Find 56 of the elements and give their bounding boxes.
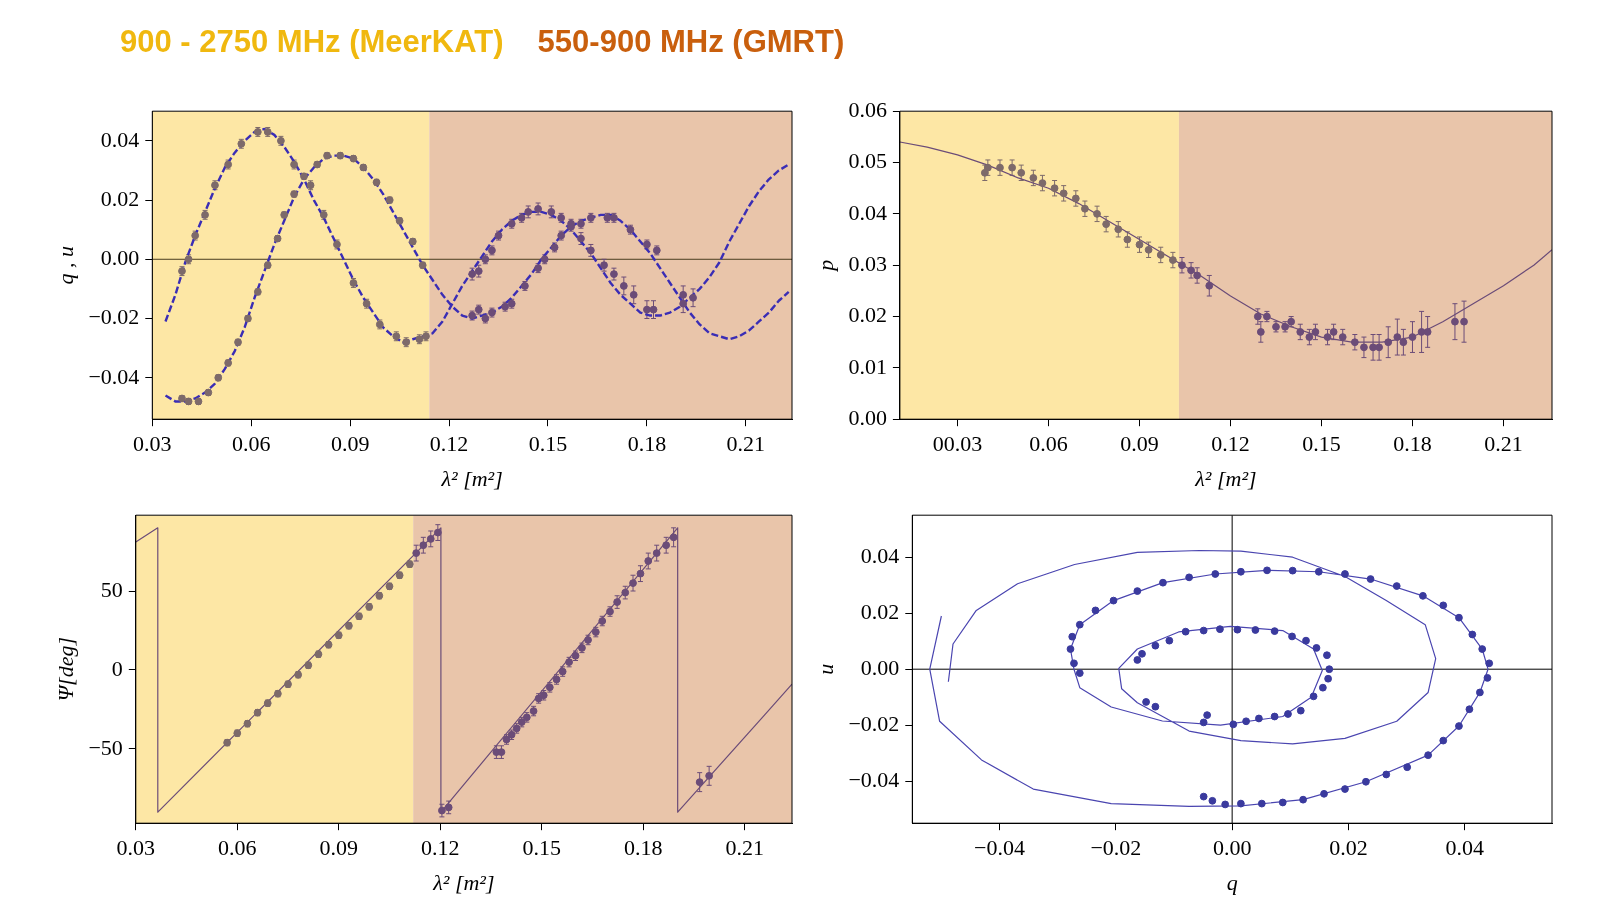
x-tick-label: 0.18 (1393, 431, 1432, 457)
x-tick-label: 0.03 (116, 835, 156, 861)
x-tick-label: 0.15 (1302, 431, 1341, 457)
y-tick-label: −0.04 (88, 363, 140, 389)
band-label: 900 - 2750 MHz (MeerKAT) (120, 24, 504, 60)
y-tick-label: −50 (88, 734, 123, 760)
x-tick-label: 0.06 (218, 835, 257, 861)
y-axis-title: q , u (52, 245, 78, 285)
y-tick-label: 0.06 (848, 96, 887, 122)
x-tick-label: −0.04 (974, 835, 1025, 861)
y-tick-label: 50 (100, 576, 123, 602)
x-tick-label: 0.18 (623, 835, 663, 861)
x-tick-label: 0.12 (420, 835, 460, 861)
x-tick-label: 0.00 (1212, 835, 1252, 861)
y-tick-label: 0.04 (100, 126, 140, 152)
y-tick-label: −0.02 (848, 710, 900, 736)
x-axis-title: λ² [m²] (440, 465, 503, 491)
x-tick-label: 0.21 (725, 835, 764, 861)
y-axis-title: u (812, 663, 838, 675)
y-tick-label: 0.00 (848, 404, 887, 430)
x-tick-label: 0.12 (429, 431, 469, 457)
x-tick-label: 0.21 (726, 431, 766, 457)
x-tick-label: 0.09 (330, 431, 370, 457)
y-tick-label: 0.00 (100, 245, 140, 271)
y-tick-label: 0.02 (848, 302, 887, 328)
x-tick-label: 00.03 (932, 431, 983, 457)
y-tick-label: 0.03 (848, 250, 887, 276)
y-tick-label: 0.05 (848, 148, 887, 174)
x-tick-label: 0.06 (1029, 431, 1068, 457)
x-tick-label: 0.15 (522, 835, 561, 861)
x-tick-label: 0.21 (1484, 431, 1523, 457)
y-tick-label: 0.04 (848, 199, 887, 225)
y-tick-label: 0.01 (848, 353, 887, 379)
x-tick-label: 0.15 (528, 431, 568, 457)
x-tick-label: 0.18 (627, 431, 667, 457)
y-axis-title: Ψ[deg] (52, 637, 78, 702)
x-axis-title: q (1226, 869, 1238, 895)
y-tick-label: 0.00 (860, 654, 900, 680)
x-tick-label: 0.06 (231, 431, 271, 457)
x-tick-label: 0.04 (1445, 835, 1485, 861)
x-tick-label: 0.09 (1120, 431, 1159, 457)
x-axis-title: λ² [m²] (1194, 465, 1257, 491)
y-tick-label: 0 (111, 655, 123, 681)
x-tick-label: 0.12 (1211, 431, 1250, 457)
y-axis-title: p (812, 259, 838, 273)
y-tick-label: −0.02 (88, 304, 140, 330)
y-tick-label: −0.04 (848, 766, 900, 792)
band-label: 550-900 MHz (GMRT) (537, 24, 845, 60)
x-tick-label: 0.09 (319, 835, 358, 861)
x-tick-label: −0.02 (1090, 835, 1142, 861)
y-tick-label: 0.02 (100, 185, 140, 211)
y-tick-label: 0.04 (860, 542, 900, 568)
x-tick-label: 0.02 (1329, 835, 1368, 861)
y-tick-label: 0.02 (860, 598, 900, 624)
x-axis-title: λ² [m²] (432, 869, 495, 895)
x-tick-label: 0.03 (133, 431, 172, 457)
